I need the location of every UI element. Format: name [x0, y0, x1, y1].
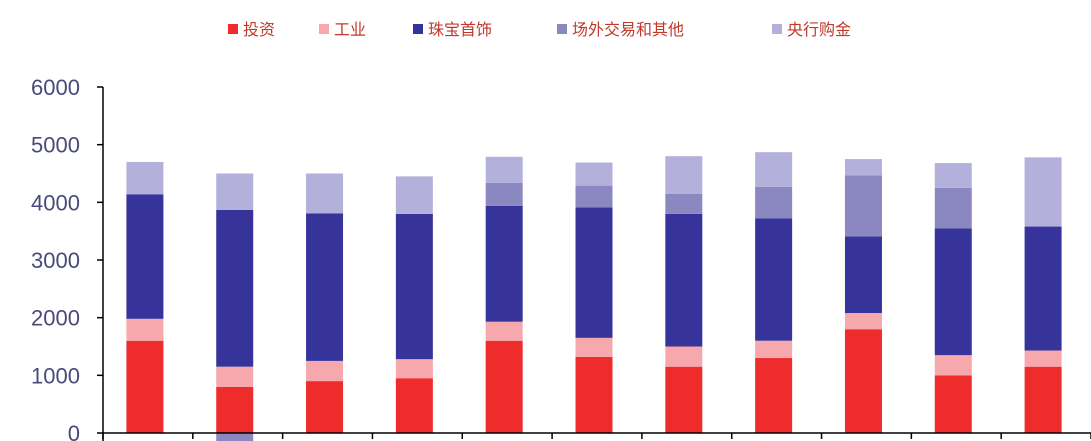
bar-segment	[216, 366, 254, 387]
bar-segment	[485, 182, 523, 206]
bar-segment	[126, 318, 164, 341]
legend-item: 场外交易和其他	[557, 20, 684, 39]
legend-label: 投资	[243, 20, 275, 39]
bar-segment	[216, 173, 254, 210]
legend-item: 央行购金	[772, 20, 851, 39]
legend-swatch	[772, 24, 782, 34]
y-tick-label: 0	[68, 421, 80, 441]
bar-series-group	[126, 152, 1062, 441]
bar-segment	[306, 213, 344, 361]
chart-legend: 投资 工业 珠宝首饰 场外交易和其他 央行购金	[228, 20, 851, 39]
bar-segment	[485, 156, 523, 183]
bar-segment	[395, 213, 433, 360]
y-tick-label: 2000	[31, 306, 80, 331]
bar-segment	[126, 340, 164, 433]
bar-segment	[1024, 226, 1062, 351]
bar-segment	[395, 378, 433, 433]
y-tick-label: 3000	[31, 248, 80, 273]
chart-axes: 0 1000 2000 3000 4000 5000 6000	[31, 75, 1091, 441]
bar-segment	[485, 321, 523, 341]
legend-item: 投资	[228, 20, 275, 39]
legend-item: 珠宝首饰	[413, 20, 492, 39]
bar-segment	[665, 366, 703, 433]
bar-segment	[665, 156, 703, 194]
legend-label: 央行购金	[787, 20, 851, 39]
bar-segment	[306, 381, 344, 433]
bar-segment	[755, 218, 793, 341]
bar-segment	[665, 193, 703, 214]
bar-segment	[126, 161, 164, 195]
bar-segment	[575, 162, 613, 186]
y-tick-label: 6000	[31, 75, 80, 100]
bar-segment	[575, 207, 613, 338]
bar-segment	[395, 359, 433, 379]
legend-item: 工业	[319, 20, 366, 39]
bar-segment	[575, 337, 613, 357]
y-tick-label: 1000	[31, 363, 80, 388]
bar-segment	[844, 159, 882, 176]
bar-segment	[844, 175, 882, 237]
bar-segment	[575, 356, 613, 433]
bar-segment	[1024, 366, 1062, 433]
bar-segment	[934, 187, 972, 229]
bar-segment	[934, 375, 972, 433]
bar-segment	[844, 329, 882, 433]
bar-segment	[395, 176, 433, 214]
bar-segment	[126, 194, 164, 319]
bar-segment	[306, 360, 344, 382]
legend-swatch	[228, 24, 238, 34]
bar-segment	[934, 355, 972, 376]
legend-swatch	[413, 24, 423, 34]
bar-segment	[575, 185, 613, 208]
legend-label: 场外交易和其他	[572, 20, 684, 39]
y-tick-label: 5000	[31, 133, 80, 158]
legend-label: 珠宝首饰	[428, 20, 492, 39]
legend-label: 工业	[334, 20, 366, 39]
bar-segment	[1024, 350, 1062, 367]
bar-segment	[306, 173, 344, 214]
bar-segment	[844, 236, 882, 314]
bar-segment	[934, 163, 972, 188]
bar-segment	[216, 386, 254, 433]
bar-segment	[485, 205, 523, 322]
y-tick-label: 4000	[31, 190, 80, 215]
bar-segment	[1024, 157, 1062, 227]
bar-segment	[755, 358, 793, 433]
bar-segment	[844, 313, 882, 330]
bar-segment	[755, 340, 793, 359]
bar-segment	[665, 346, 703, 367]
bar-segment	[216, 433, 254, 441]
legend-swatch	[319, 24, 329, 34]
bar-segment	[934, 228, 972, 356]
bar-segment	[665, 213, 703, 347]
legend-swatch	[557, 24, 567, 34]
bar-segment	[755, 152, 793, 187]
bar-segment	[755, 186, 793, 219]
bar-segment	[485, 340, 523, 433]
bar-segment	[216, 209, 254, 367]
